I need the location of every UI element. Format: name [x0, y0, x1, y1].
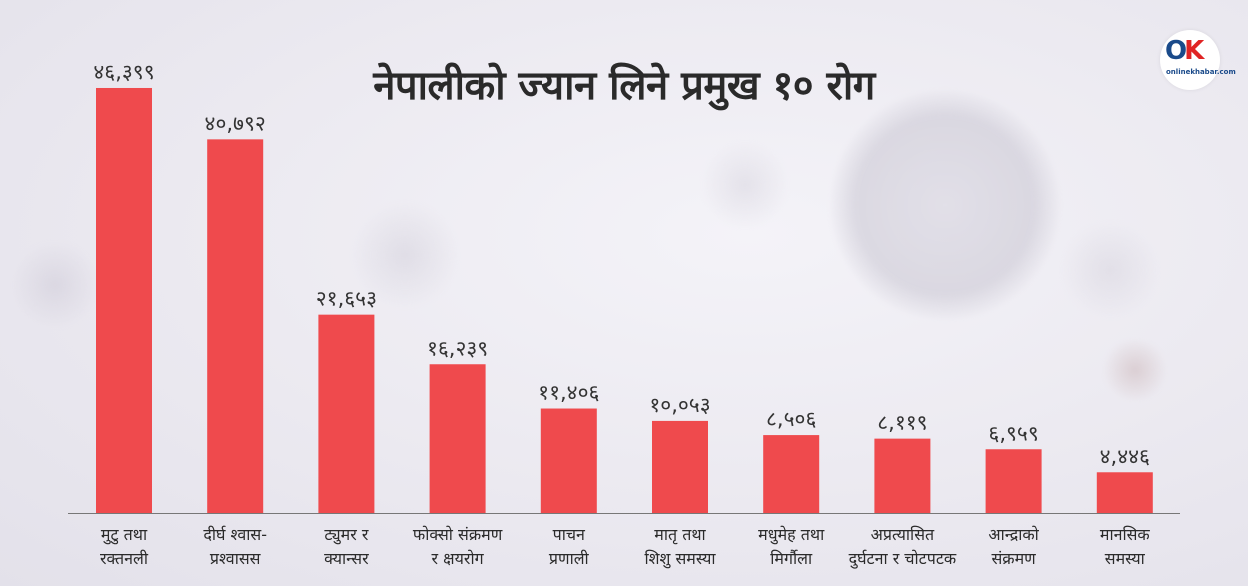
data-label: ८,११९: [877, 411, 927, 435]
category-label: मुटु तथा: [101, 525, 148, 545]
bar: [763, 435, 820, 513]
data-label: ८,५०६: [766, 407, 816, 431]
category-label: फोक्सो संक्रमण: [413, 525, 503, 544]
bar: [318, 314, 375, 513]
category-label: मानसिक: [1100, 525, 1151, 544]
data-label: १०,०५३: [649, 393, 710, 417]
logo-mark: OK: [1165, 36, 1204, 66]
bar: [429, 364, 486, 513]
bar: [874, 438, 931, 513]
category-label: मिर्गौला: [770, 549, 813, 568]
category-label: प्रश्वासस: [210, 549, 262, 568]
background-virus-shape: [1060, 220, 1160, 320]
background-virus-shape: [1100, 340, 1170, 400]
data-label: ११,४०६: [538, 381, 599, 405]
bar: [1096, 472, 1153, 513]
category-label: प्रणाली: [549, 549, 590, 568]
data-label: २१,६५३: [316, 287, 377, 311]
category-label: क्यान्सर: [324, 549, 369, 568]
background-virus-shape: [10, 240, 100, 330]
data-label: ४०,७९२: [205, 111, 266, 135]
category-label: मातृ तथा: [654, 525, 706, 545]
category-label: समस्या: [1105, 549, 1146, 568]
category-label: दुर्घटना र चोटपटक: [849, 549, 957, 569]
category-label: शिशु समस्या: [644, 549, 716, 569]
bar: [985, 449, 1042, 513]
bar: [652, 420, 708, 513]
background-virus-shape: [700, 140, 790, 230]
category-label: पाचन: [553, 525, 586, 544]
category-label: ट्युमर र: [324, 525, 368, 545]
category-label: रक्तनली: [100, 549, 149, 568]
logo-brand-text: onlinekhabar.com: [1166, 68, 1236, 76]
bar: [540, 408, 597, 513]
background-virus-shape: [830, 90, 1060, 320]
chart-title: नेपालीको ज्यान लिने प्रमुख १० रोग: [373, 63, 875, 109]
category-label: संक्रमण: [991, 549, 1036, 568]
category-label: दीर्घ श्वास-: [203, 525, 267, 544]
category-label: आन्द्राको: [988, 525, 1039, 544]
category-label: अप्रत्यासित: [871, 525, 935, 544]
bar: [96, 87, 152, 513]
data-label: ६,९५९: [988, 421, 1038, 445]
bar: [207, 139, 264, 513]
data-label: ४६,३९९: [93, 60, 154, 84]
data-label: १६,२३९: [427, 336, 488, 360]
data-label: ४,४४६: [1100, 444, 1150, 468]
onlinekhabar-logo: OK onlinekhabar.com: [1160, 30, 1236, 90]
background-virus-shape: [350, 200, 460, 310]
category-label: र क्षयरोग: [432, 549, 485, 568]
category-label: मधुमेह तथा: [758, 525, 825, 545]
